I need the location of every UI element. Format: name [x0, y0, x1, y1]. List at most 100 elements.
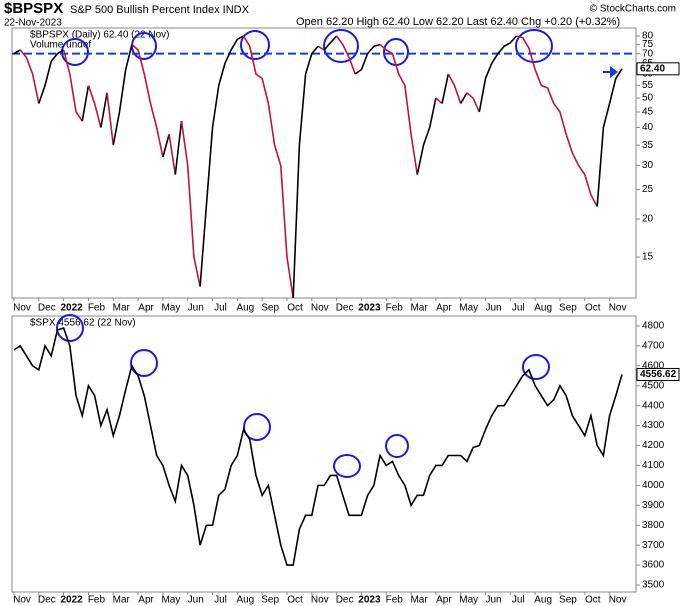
y-tick-label: 3500: [642, 580, 665, 591]
price-line: [441, 73, 450, 104]
y-tick-label: 75: [642, 39, 654, 50]
x-tick-label: Oct: [585, 303, 601, 314]
y-tick-label: 4600: [642, 360, 665, 371]
price-line: [292, 45, 319, 299]
x-tick-label: 2023: [358, 303, 381, 314]
y-tick-label: 50: [642, 93, 654, 104]
legend-entry: Volume undef: [30, 40, 91, 51]
last-value-label: 62.40: [640, 63, 665, 74]
panel-frame: [11, 315, 637, 593]
price-line: [435, 97, 443, 105]
x-tick-label: Sep: [261, 303, 279, 314]
x-tick-label: Sep: [559, 595, 577, 606]
x-tick-label: Dec: [38, 595, 56, 606]
x-tick-label: Mar: [410, 303, 428, 314]
price-line: [81, 85, 90, 122]
last-value-box: [636, 62, 680, 76]
x-tick-label: Mar: [113, 595, 131, 606]
x-tick-label: 2023: [358, 595, 381, 606]
x-tick-label: Nov: [13, 595, 31, 606]
y-tick-label: 70: [642, 48, 654, 59]
x-tick-label: Mar: [410, 595, 428, 606]
x-tick-label: Jun: [188, 595, 204, 606]
price-line: [354, 43, 381, 75]
price-line: [13, 49, 21, 55]
x-tick-label: Jul: [512, 303, 525, 314]
x-tick-label: May: [161, 595, 180, 606]
x-tick-label: Feb: [386, 595, 404, 606]
y-tick-label: 3700: [642, 540, 665, 551]
price-line: [106, 92, 115, 146]
date: 22-Nov-2023: [4, 18, 62, 29]
y-tick-label: 45: [642, 107, 654, 118]
price-line: [199, 35, 244, 287]
y-tick-label: 15: [642, 252, 654, 263]
x-tick-label: Aug: [236, 595, 254, 606]
y-tick-label: 4700: [642, 341, 665, 352]
y-tick-label: 55: [642, 80, 654, 91]
x-tick-label: Oct: [287, 303, 303, 314]
x-tick-label: May: [459, 595, 478, 606]
y-tick-label: 3900: [642, 500, 665, 511]
chart-subtitle: S&P 500 Bullish Percent Index INDX: [70, 4, 250, 16]
price-line: [460, 92, 468, 104]
x-tick-label: Nov: [311, 595, 329, 606]
x-tick-label: Nov: [609, 595, 627, 606]
price-line: [447, 73, 462, 104]
x-tick-label: Jun: [485, 303, 501, 314]
price-line: [335, 35, 356, 75]
x-tick-label: Oct: [287, 595, 303, 606]
y-tick-label: 25: [642, 184, 654, 195]
y-tick-label: 40: [642, 122, 654, 133]
x-tick-label: Aug: [534, 595, 552, 606]
arrow: [603, 66, 618, 78]
price-line: [38, 49, 65, 104]
legend-entry: $BPSPX (Daily) 62.40 (22 Nov): [30, 30, 170, 41]
x-tick-label: Dec: [336, 303, 354, 314]
price-line: [596, 68, 623, 207]
price-line: [466, 92, 481, 113]
x-tick-label: Jul: [512, 595, 525, 606]
price-line: [168, 134, 177, 175]
x-tick-label: 2022: [61, 595, 84, 606]
x-tick-label: Feb: [88, 303, 106, 314]
x-tick-label: Jul: [214, 595, 227, 606]
y-tick-label: 4000: [642, 480, 665, 491]
y-tick-label: 80: [642, 31, 654, 42]
y-tick-label: 4500: [642, 380, 665, 391]
price-line: [323, 35, 338, 51]
price-line: [162, 134, 170, 158]
price-line: [242, 35, 294, 299]
x-tick-label: Feb: [386, 303, 404, 314]
y-tick-label: 20: [642, 214, 654, 225]
credit: © StockCharts.com: [590, 4, 676, 15]
x-tick-label: Sep: [261, 595, 279, 606]
x-tick-label: Sep: [559, 303, 577, 314]
x-tick-label: May: [161, 303, 180, 314]
price-line: [131, 43, 164, 158]
x-tick-label: Nov: [609, 303, 627, 314]
x-tick-label: Dec: [38, 303, 56, 314]
panel-frame: [11, 27, 637, 299]
y-tick-label: 30: [642, 160, 654, 171]
price-line: [478, 35, 518, 113]
price-line: [416, 97, 437, 175]
x-tick-label: 2022: [61, 303, 84, 314]
quote: Open 62.20 High 62.40 Low 62.20 Last 62.…: [296, 16, 620, 28]
price-line: [100, 92, 108, 128]
x-tick-label: Nov: [13, 303, 31, 314]
x-tick-label: Mar: [113, 303, 131, 314]
price-line: [317, 45, 325, 51]
y-tick-label: 4100: [642, 460, 665, 471]
chart-title: $BPSPX: [4, 0, 63, 17]
y-tick-label: 4300: [642, 420, 665, 431]
highlight-circles: [56, 29, 553, 478]
price-line: [379, 43, 419, 175]
x-tick-label: Jun: [188, 303, 204, 314]
x-tick-label: Dec: [336, 595, 354, 606]
x-tick-label: May: [459, 303, 478, 314]
price-line: [19, 49, 40, 104]
x-tick-label: Aug: [534, 303, 552, 314]
x-tick-label: Aug: [236, 303, 254, 314]
